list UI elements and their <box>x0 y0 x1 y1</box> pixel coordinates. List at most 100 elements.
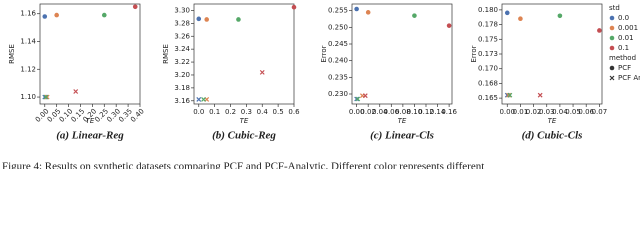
legend-marker <box>609 75 615 81</box>
y-tick-label: 0.255 <box>328 7 348 15</box>
x-tick-label: 0.06 <box>578 108 594 116</box>
y-tick-label: 3.22 <box>174 58 190 66</box>
x-tick-label: 0.10 <box>407 108 423 116</box>
legend-label: 0.001 <box>618 24 638 32</box>
legend-marker <box>609 35 615 41</box>
y-tick-label: 0.240 <box>328 57 348 65</box>
x-tick-label: 0.01 <box>513 108 529 116</box>
point-x <box>73 89 79 94</box>
point-x <box>506 92 512 98</box>
x-tick-label: 0.5 <box>273 108 284 116</box>
x-tick-label: 0.04 <box>372 108 388 116</box>
subcaption: (c) Linear-Cls <box>370 130 434 142</box>
x-tick-label: 0.00 <box>349 108 365 116</box>
y-tick-label: 3.28 <box>174 19 190 27</box>
point <box>291 4 297 10</box>
point <box>54 12 59 18</box>
y-tick-label: 1.10 <box>20 93 36 101</box>
subcaption: (a) Linear-Reg <box>56 130 124 142</box>
legend-marker <box>609 45 615 51</box>
point <box>101 12 107 18</box>
point-x <box>355 96 361 102</box>
x-axis-label: TE <box>240 117 249 125</box>
x-tick-label: 0.08 <box>395 108 411 116</box>
y-axis-label: Error <box>470 45 478 62</box>
point-x <box>354 96 360 102</box>
plot-frame <box>39 3 141 105</box>
figure: Figure 4: Results on synthetic datasets … <box>2 3 640 169</box>
point <box>132 4 138 10</box>
x-tick-label: 0.2 <box>225 108 236 116</box>
x-tick-label: 0.4 <box>257 108 269 116</box>
point <box>446 23 452 28</box>
point-x <box>362 93 368 99</box>
x-tick-label: 0.04 <box>552 108 568 116</box>
y-axis-label: RMSE <box>8 44 16 64</box>
x-tick-label: 0.1 <box>209 108 220 116</box>
plot-frame <box>351 3 453 105</box>
point-x <box>196 97 202 102</box>
y-tick-label: 0.165 <box>478 94 498 102</box>
point-x <box>259 69 265 75</box>
x-tick-label: 0.02 <box>360 108 376 116</box>
subcaption: (b) Cubic-Reg <box>212 130 276 142</box>
point-x <box>507 92 513 98</box>
x-tick-label: 0.00 <box>499 108 515 116</box>
y-axis-label: RMSE <box>162 44 170 64</box>
legend-marker <box>609 65 615 71</box>
plot-frame <box>501 3 603 105</box>
point <box>412 13 417 18</box>
legend-marker <box>609 25 615 31</box>
y-tick-label: 3.20 <box>174 71 190 79</box>
y-tick-label: 3.16 <box>174 97 190 105</box>
x-tick-label: 0.6 <box>288 108 300 116</box>
plot-frame <box>193 3 295 105</box>
y-tick-label: 3.18 <box>174 84 190 92</box>
point <box>557 13 563 19</box>
x-axis-label: TE <box>548 117 557 125</box>
legend-label: PCF <box>618 64 631 72</box>
legend-label: PCF Ana <box>618 74 640 82</box>
x-tick-label: 0.12 <box>418 108 434 116</box>
point <box>354 6 359 12</box>
figure-caption: Figure 4: Results on synthetic datasets … <box>2 161 484 169</box>
x-tick-label: 0.14 <box>430 108 446 116</box>
legend-title: std <box>609 4 620 12</box>
x-tick-label: 0.06 <box>384 108 400 116</box>
x-tick-label: 0.40 <box>129 107 146 124</box>
point <box>518 16 523 22</box>
y-tick-label: 0.245 <box>328 40 348 48</box>
point <box>42 14 48 19</box>
legend-label: 0.1 <box>618 44 629 52</box>
point <box>236 17 241 22</box>
x-tick-label: 0.07 <box>592 108 608 116</box>
legend-label: 0.0 <box>618 14 629 22</box>
x-axis-label: TE <box>398 117 407 125</box>
y-tick-label: 3.30 <box>174 6 190 14</box>
y-tick-label: 0.173 <box>478 50 498 58</box>
y-tick-label: 0.175 <box>478 35 498 43</box>
x-tick-label: 0.0 <box>193 108 204 116</box>
x-axis-label: TE <box>86 117 95 125</box>
y-tick-label: 3.26 <box>174 32 190 40</box>
y-tick-label: 0.230 <box>328 90 348 98</box>
point-x <box>44 94 50 100</box>
x-tick-label: 0.03 <box>539 108 555 116</box>
y-tick-label: 0.178 <box>478 21 498 29</box>
y-tick-label: 0.180 <box>478 6 498 14</box>
y-tick-label: 0.235 <box>328 73 348 81</box>
y-tick-label: 0.170 <box>478 65 498 73</box>
point <box>204 17 209 22</box>
y-axis-label: Error <box>320 45 328 62</box>
point <box>196 16 202 22</box>
point-x <box>537 92 543 98</box>
y-tick-label: 0.250 <box>328 23 348 31</box>
point <box>597 28 602 33</box>
y-tick-label: 1.12 <box>20 65 36 73</box>
point <box>504 10 510 16</box>
legend-marker <box>609 15 615 21</box>
x-tick-label: 0.02 <box>526 108 542 116</box>
y-tick-label: 1.16 <box>20 10 36 18</box>
point-x <box>201 97 206 102</box>
x-tick-label: 0.3 <box>241 108 252 116</box>
